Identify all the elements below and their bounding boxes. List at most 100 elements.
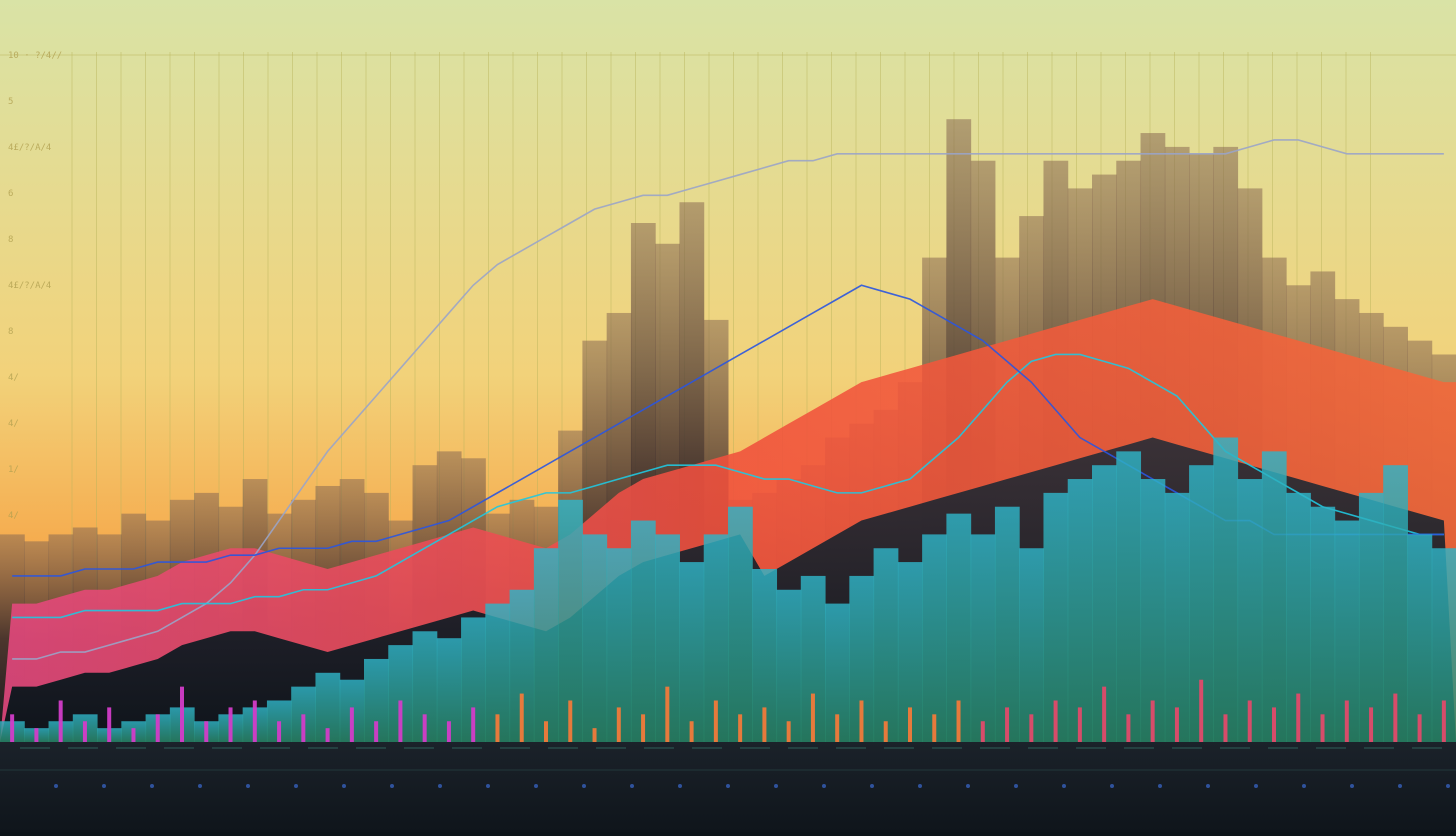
spike-bar <box>204 721 209 742</box>
spike-bar <box>58 700 63 742</box>
spike-bar <box>810 693 815 742</box>
axis-tick-label: 8 <box>8 235 13 245</box>
spike-bar <box>568 700 573 742</box>
spike-bar <box>980 721 985 742</box>
floor-dot <box>486 784 490 788</box>
left-axis-labels: 10 · ?/4// 5 4£/?/A/4 6 8 4£/?/A/4 8 4/4/1/4/ <box>8 51 62 521</box>
spike-bar <box>835 714 840 742</box>
axis-tick-label: 4£/?/A/4 <box>8 143 51 153</box>
floor-dot <box>1206 784 1210 788</box>
spike-bar <box>277 721 282 742</box>
floor-dot <box>390 784 394 788</box>
spike-bar <box>762 707 767 742</box>
floor-dot <box>342 784 346 788</box>
floor-dot <box>54 784 58 788</box>
teal-bar <box>1237 479 1263 742</box>
teal-bar <box>994 506 1020 742</box>
axis-tick-label: 4£/?/A/4 <box>8 281 51 291</box>
floor-dot <box>1254 784 1258 788</box>
spike-bar <box>422 714 427 742</box>
spike-bar <box>1320 714 1325 742</box>
teal-bar <box>1358 492 1384 742</box>
floor-dot <box>918 784 922 788</box>
teal-bar <box>970 534 996 742</box>
floor-dot <box>870 784 874 788</box>
teal-bar <box>728 506 753 742</box>
axis-tick-label: 5 <box>8 97 13 107</box>
spike-bar <box>180 686 184 742</box>
teal-bar <box>1310 506 1336 742</box>
spike-bar <box>107 707 112 742</box>
spike-bar <box>1199 679 1204 742</box>
floor-dot <box>102 784 106 788</box>
spike-bar <box>10 714 15 742</box>
floor-dot <box>294 784 298 788</box>
floor-dot <box>1062 784 1066 788</box>
spike-bar <box>689 721 694 742</box>
spike-bar <box>1223 714 1228 742</box>
spike-bar <box>908 707 912 742</box>
floor-tick-marks <box>0 747 1456 788</box>
floor-dot <box>1110 784 1114 788</box>
teal-bar <box>922 534 947 742</box>
spike-bar <box>519 693 524 742</box>
teal-bar <box>1407 534 1433 742</box>
teal-bar <box>1164 492 1190 742</box>
spike-bar <box>1344 700 1349 742</box>
spike-bar <box>1272 707 1276 742</box>
floor-dot <box>582 784 586 788</box>
teal-bar <box>1019 548 1044 742</box>
spike-bar <box>301 714 306 742</box>
axis-tick-label: 8 <box>8 327 13 337</box>
spike-bar <box>228 707 233 742</box>
spike-bar <box>616 707 621 742</box>
spike-bar <box>252 700 257 742</box>
spike-bar <box>398 700 403 742</box>
teal-bar <box>533 548 559 742</box>
teal-bar <box>630 520 656 742</box>
spike-bar <box>738 714 743 742</box>
axis-tick-label: 4/ <box>8 419 19 429</box>
spike-bar <box>883 721 888 742</box>
spike-bar <box>665 686 670 742</box>
spike-bar <box>1029 714 1034 742</box>
spike-bar <box>786 721 791 742</box>
floor-dot <box>1446 784 1450 788</box>
spike-bar <box>1126 714 1131 742</box>
teal-bar <box>582 534 608 742</box>
floor-dot <box>822 784 826 788</box>
spike-bar <box>1247 700 1252 742</box>
teal-bar <box>873 548 899 742</box>
axis-tick-label: 10 · ?/4// <box>8 51 62 61</box>
floor-dot <box>630 784 634 788</box>
spike-bar <box>82 721 87 742</box>
teal-bar <box>1261 451 1287 742</box>
floor-dot <box>1158 784 1162 788</box>
teal-bar <box>1140 479 1166 742</box>
spike-bar <box>1102 686 1107 742</box>
spike-bar <box>155 714 160 742</box>
floor-dot <box>726 784 730 788</box>
spike-bar <box>932 714 937 742</box>
floor-dot <box>678 784 682 788</box>
spike-bar <box>592 728 597 742</box>
spike-bar <box>495 714 500 742</box>
spike-bar <box>325 728 330 742</box>
axis-tick-label: 4/ <box>8 511 19 521</box>
floor-dot <box>438 784 442 788</box>
axis-tick-label: 4/ <box>8 373 19 383</box>
floor-dot <box>1302 784 1306 788</box>
trend-line <box>12 353 1444 619</box>
spike-bar <box>131 728 136 742</box>
floor-dot <box>198 784 202 788</box>
spike-bar <box>374 721 379 742</box>
floor-dot <box>534 784 538 788</box>
spike-bar <box>1441 700 1446 742</box>
teal-bars <box>0 437 1456 742</box>
floor-dot <box>1014 784 1018 788</box>
spike-bar <box>956 700 961 742</box>
spike-bar <box>859 700 864 742</box>
floor-dot <box>1398 784 1402 788</box>
